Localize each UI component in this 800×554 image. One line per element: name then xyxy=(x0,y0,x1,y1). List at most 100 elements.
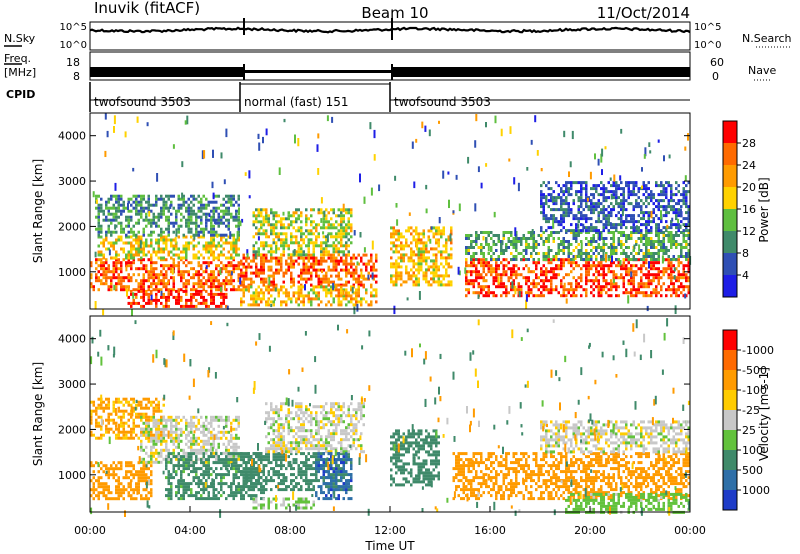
range-gate-cell xyxy=(560,223,563,227)
range-gate-cell xyxy=(227,197,230,201)
range-gate-cell xyxy=(187,227,190,231)
range-gate-cell xyxy=(610,279,613,283)
range-gate-cell xyxy=(160,436,163,440)
range-gate-cell xyxy=(600,246,603,249)
range-gate-cell xyxy=(240,297,243,301)
range-gate-cell xyxy=(190,418,193,422)
range-gate-cell xyxy=(418,291,421,300)
range-gate-cell xyxy=(147,298,150,302)
range-gate-cell xyxy=(677,270,680,274)
range-gate-cell xyxy=(160,273,163,277)
range-gate-cell xyxy=(240,280,243,284)
range-gate-cell xyxy=(655,285,658,289)
range-gate-cell xyxy=(435,256,438,260)
range-gate-cell xyxy=(470,255,473,258)
range-gate-cell xyxy=(180,218,183,222)
range-gate-cell xyxy=(577,249,580,252)
range-gate-cell xyxy=(160,215,163,219)
range-gate-cell xyxy=(150,282,153,286)
range-gate-cell xyxy=(287,211,290,215)
range-gate-cell xyxy=(100,241,103,245)
range-gate-cell xyxy=(212,276,215,280)
range-gate-cell xyxy=(187,433,190,437)
range-gate-cell xyxy=(655,234,658,237)
range-gate-cell xyxy=(432,232,435,236)
range-gate-cell xyxy=(175,430,178,434)
range-gate-cell xyxy=(390,247,393,251)
range-gate-cell xyxy=(335,268,338,272)
range-gate-cell xyxy=(570,258,573,261)
range-gate-cell xyxy=(185,264,188,268)
range-gate-cell xyxy=(440,232,443,236)
range-gate-cell xyxy=(585,226,588,230)
range-gate-cell xyxy=(592,205,595,209)
range-gate-cell xyxy=(122,200,125,204)
range-gate-cell xyxy=(412,259,415,263)
range-gate-cell xyxy=(350,226,353,230)
range-gate-cell xyxy=(197,289,200,293)
range-gate-cell xyxy=(406,297,409,301)
range-gate-cell xyxy=(595,184,598,188)
range-gate-cell xyxy=(587,267,590,271)
range-gate-cell xyxy=(310,232,313,236)
range-gate-cell xyxy=(642,282,645,286)
range-gate-cell xyxy=(420,253,423,257)
range-gate-cell xyxy=(560,190,563,194)
range-gate-cell xyxy=(247,285,250,293)
range-gate-cell xyxy=(327,280,330,284)
range-gate-cell xyxy=(347,291,350,295)
range-gate-cell xyxy=(210,282,213,286)
range-gate-cell xyxy=(632,193,635,197)
range-gate-cell xyxy=(150,273,153,277)
range-gate-cell xyxy=(602,267,605,271)
range-gate-cell xyxy=(117,488,120,492)
range-gate-cell xyxy=(210,250,213,254)
range-gate-cell xyxy=(240,274,243,278)
range-gate-cell xyxy=(475,270,478,274)
range-gate-cell xyxy=(267,214,270,218)
range-gate-cell xyxy=(105,258,108,262)
range-gate-cell xyxy=(652,196,655,200)
range-gate-cell xyxy=(317,277,320,281)
range-gate-cell xyxy=(360,271,363,279)
range-gate-cell xyxy=(225,292,228,296)
range-gate-cell xyxy=(482,261,485,265)
range-gate-cell xyxy=(185,244,188,248)
range-gate-cell xyxy=(157,403,160,407)
range-gate-cell xyxy=(227,250,230,254)
range-gate-cell xyxy=(211,181,214,189)
range-gate-cell xyxy=(620,240,623,243)
range-gate-cell xyxy=(657,184,660,188)
range-gate-cell xyxy=(660,229,663,233)
range-gate-cell xyxy=(532,282,535,286)
range-gate-cell xyxy=(505,285,508,289)
range-gate-cell xyxy=(532,231,535,234)
range-gate-cell xyxy=(555,217,558,221)
range-gate-cell xyxy=(315,238,318,242)
range-gate-cell xyxy=(625,240,628,243)
range-gate-cell xyxy=(315,291,318,295)
range-gate-cell xyxy=(687,234,690,237)
range-gate-cell xyxy=(152,421,155,425)
range-gate-cell xyxy=(255,288,258,292)
range-gate-cell xyxy=(347,244,350,248)
range-gate-cell xyxy=(202,282,205,286)
range-gate-cell xyxy=(157,418,160,422)
range-gate-cell xyxy=(632,231,635,234)
range-gate-cell xyxy=(295,217,298,221)
range-gate-cell xyxy=(475,231,478,234)
range-gate-cell xyxy=(132,436,135,440)
range-gate-cell xyxy=(140,439,143,443)
range-gate-cell xyxy=(130,267,133,271)
range-gate-cell xyxy=(402,253,405,257)
range-gate-cell xyxy=(587,255,590,258)
range-gate-cell xyxy=(220,215,223,219)
range-gate-cell xyxy=(217,215,220,219)
range-gate-cell xyxy=(257,294,260,298)
range-gate-cell xyxy=(317,223,320,227)
range-gate-cell xyxy=(247,277,250,281)
range-gate-cell xyxy=(640,205,643,209)
range-gate-cell xyxy=(675,279,678,283)
range-gate-cell xyxy=(177,261,180,265)
range-gate-cell xyxy=(280,259,283,263)
